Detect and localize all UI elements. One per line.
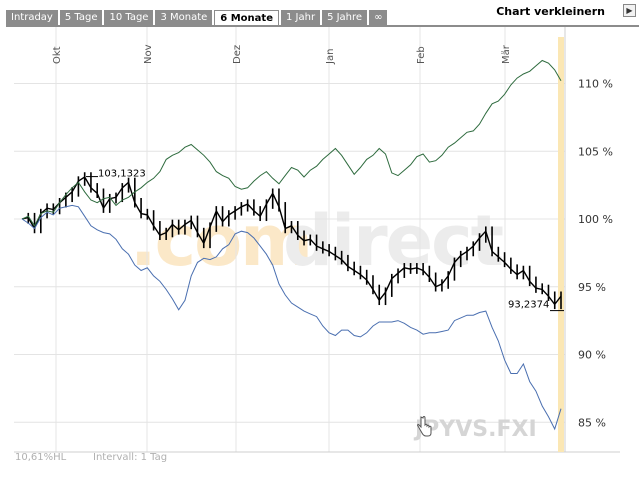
series-line-down — [21, 204, 562, 431]
tab-period[interactable]: 5 Tage — [59, 10, 103, 26]
x-tick-label: Nov — [143, 44, 154, 64]
interval-footer: Intervall: 1 Tag — [93, 452, 168, 463]
tab-period[interactable]: 3 Monate — [155, 10, 213, 26]
range-footer: 10,61%HL — [15, 452, 67, 463]
tab-period[interactable]: ∞ — [369, 10, 388, 26]
tab-period[interactable]: 10 Tage — [104, 10, 154, 26]
x-tick-label: Feb — [416, 46, 427, 64]
tab-bar: Intraday 5 Tage 10 Tage 3 Monate 6 Monate 1 J… — [0, 0, 641, 27]
y-tick-label: 90 % — [578, 349, 606, 362]
y-tick-label: 110 % — [578, 78, 613, 91]
y-tick-label: 85 % — [578, 416, 606, 429]
series-line-up — [21, 59, 562, 227]
x-tick-label: Mär — [501, 44, 512, 64]
extreme-value-label: 93,2374 — [508, 300, 549, 311]
y-tick-label: 95 % — [578, 281, 606, 294]
x-tick-label: Dez — [232, 45, 243, 64]
tab-period[interactable]: 1 Jahr — [280, 10, 321, 26]
watermark-direct: direct — [283, 200, 504, 282]
y-tick-label: 105 % — [578, 145, 613, 158]
x-tick-label: Jan — [325, 49, 336, 65]
symbol-label: JPYVS.FXI — [415, 417, 537, 442]
hand-cursor-icon — [417, 416, 432, 437]
x-tick-label: Okt — [52, 46, 63, 64]
tab-period[interactable]: Intraday — [6, 10, 58, 26]
watermark-com: .com — [130, 200, 313, 282]
shrink-chart-button[interactable]: Chart verkleinern — [496, 5, 605, 18]
extreme-value-label: 103,1323 — [98, 169, 146, 180]
period-tabs: Intraday 5 Tage 10 Tage 3 Monate 6 Monate 1 J… — [6, 10, 389, 26]
tab-divider — [6, 25, 639, 27]
tab-period[interactable]: 6 Monate — [214, 10, 279, 26]
y-tick-label: 100 % — [578, 213, 613, 226]
arrow-right-icon[interactable]: ▶ — [623, 4, 636, 17]
tab-period[interactable]: 5 Jahre — [322, 10, 368, 26]
current-date-marker — [558, 37, 564, 452]
